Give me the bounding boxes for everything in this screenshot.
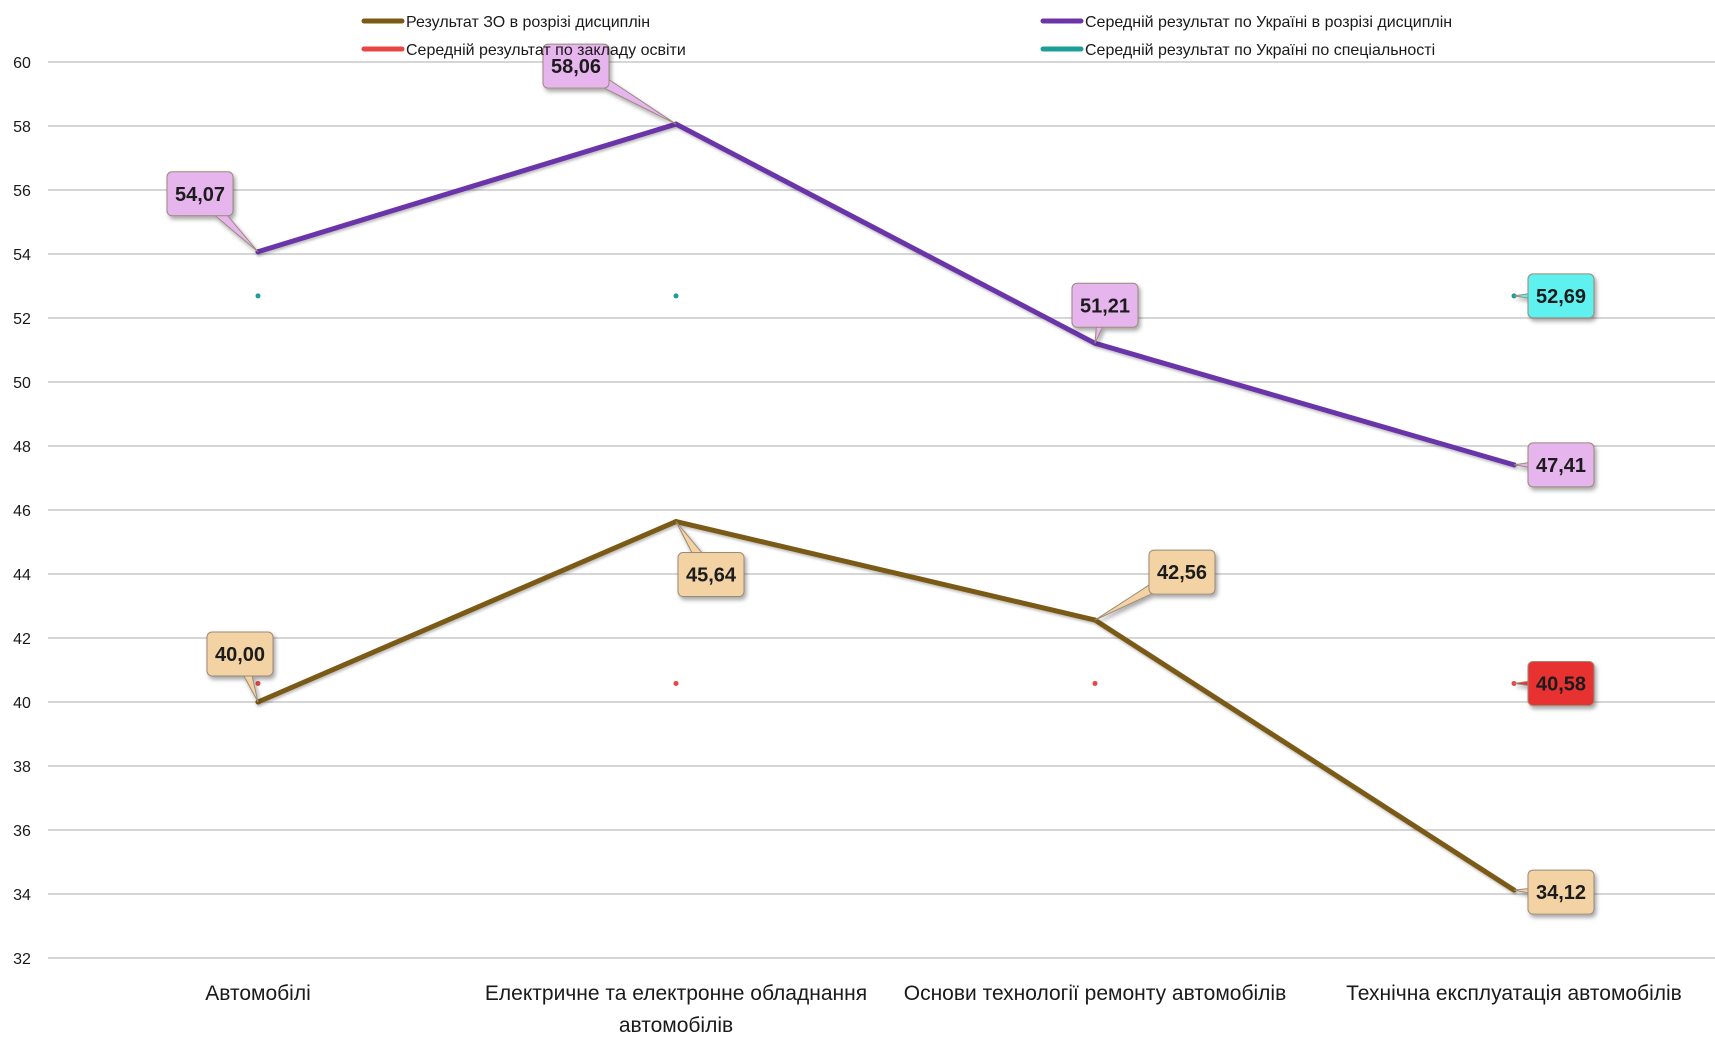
legend-label: Середній результат по закладу освіти [406,42,686,59]
y-axis-ticks: 32 34 36 38 40 42 44 46 48 50 52 54 56 58 60 [13,55,31,968]
grid-layer [48,61,1715,959]
data-label-box [1071,282,1139,328]
x-category-label: Автомобілі [205,982,311,1005]
y-tick-label: 40 [13,695,31,712]
data-label-layer: 40,00 45,64 42,56 34,12 54,07 58,06 51,21 47,41… [166,43,1595,915]
data-label: 40,00 [206,631,274,703]
data-label-text: 34,12 [1536,882,1586,904]
data-point [673,293,679,299]
data-label-box [166,171,234,217]
data-label-box [1148,549,1216,595]
y-tick-label: 44 [13,567,31,584]
data-label-text: 42,56 [1157,562,1207,584]
data-label-text: 40,58 [1536,673,1586,695]
data-label-box [206,631,274,677]
y-tick-label: 38 [13,759,31,776]
legend-item: Середній результат по Україні по спеціал… [1040,42,1435,59]
y-tick-label: 48 [13,439,31,456]
data-label-box [677,552,745,598]
y-tick-label: 42 [13,631,31,648]
data-label-box [542,43,610,89]
data-label-text: 58,06 [551,56,601,78]
legend: Результат ЗО в розрізі дисциплін Середній… [361,14,1452,59]
data-label: 34,12 [1513,869,1595,915]
data-label-text: 47,41 [1536,455,1586,477]
legend-item: Результат ЗО в розрізі дисциплін [361,14,650,31]
data-label: 47,41 [1513,442,1595,488]
data-label-text: 52,69 [1536,286,1586,308]
data-label-text: 51,21 [1080,295,1130,317]
legend-label: Середній результат по Україні по спеціал… [1085,42,1435,59]
x-axis-categories: Автомобілі Електричне та електронне облад… [205,982,1682,1037]
data-point [255,680,261,686]
series-line [255,121,1517,468]
legend-label: Результат ЗО в розрізі дисциплін [406,14,650,31]
data-point [673,680,679,686]
x-category-label: Основи технології ремонту автомобілів [904,982,1287,1005]
y-tick-label: 34 [13,887,31,904]
data-label: 45,64 [675,521,745,598]
data-label-box [1527,273,1595,319]
data-label: 52,69 [1513,273,1595,319]
data-label-text: 54,07 [175,184,225,206]
y-tick-label: 60 [13,55,31,72]
legend-label: Середній результат по Україні в розрізі … [1085,14,1452,31]
data-label-text: 45,64 [686,565,737,587]
data-label: 51,21 [1071,282,1139,344]
x-category-label: Електричне та електронне обладнання автом… [485,982,867,1037]
data-label: 40,58 [1513,660,1595,706]
data-label: 42,56 [1094,549,1216,621]
series-layer [255,121,1517,893]
data-label-box [1527,660,1595,706]
data-point [1092,680,1098,686]
x-category-label: Технічна експлуатація автомобілів [1346,982,1682,1005]
y-tick-label: 54 [13,247,31,264]
legend-item: Середній результат по Україні в розрізі … [1040,14,1452,31]
data-point [255,293,261,299]
y-tick-label: 52 [13,311,31,328]
y-tick-label: 46 [13,503,31,520]
y-tick-label: 36 [13,823,31,840]
legend-item: Середній результат по закладу освіти [361,42,686,59]
data-label-box [1527,442,1595,488]
y-tick-label: 56 [13,183,31,200]
y-tick-label: 58 [13,119,31,136]
data-label-text: 40,00 [215,644,265,666]
y-tick-label: 50 [13,375,31,392]
y-tick-label: 32 [13,951,31,968]
data-label: 58,06 [542,43,677,125]
data-label: 54,07 [166,171,259,253]
data-label-box [1527,869,1595,915]
series-line [255,519,1517,893]
